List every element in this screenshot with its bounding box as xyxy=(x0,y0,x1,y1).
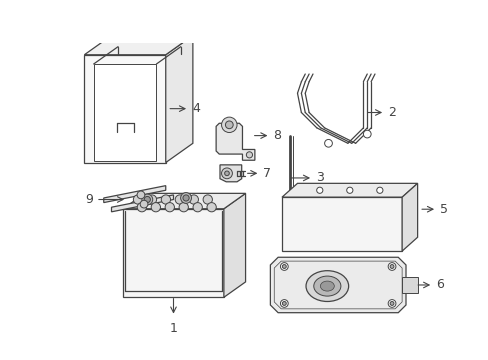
Circle shape xyxy=(387,263,395,270)
Circle shape xyxy=(140,200,148,208)
Circle shape xyxy=(147,195,156,204)
Polygon shape xyxy=(111,195,173,212)
Circle shape xyxy=(183,195,189,201)
Circle shape xyxy=(389,302,393,305)
Polygon shape xyxy=(270,257,405,313)
Circle shape xyxy=(137,203,146,212)
Circle shape xyxy=(363,130,370,138)
Circle shape xyxy=(282,265,285,269)
Polygon shape xyxy=(84,55,165,163)
Text: 7: 7 xyxy=(263,167,271,180)
Text: 5: 5 xyxy=(439,203,447,216)
Polygon shape xyxy=(282,197,401,251)
Text: 6: 6 xyxy=(435,279,443,292)
Text: 3: 3 xyxy=(315,171,324,184)
Text: 4: 4 xyxy=(192,102,200,115)
Polygon shape xyxy=(401,277,417,293)
Text: 8: 8 xyxy=(273,129,281,142)
Circle shape xyxy=(206,203,216,212)
Circle shape xyxy=(189,195,198,204)
Polygon shape xyxy=(220,165,241,182)
Text: 2: 2 xyxy=(387,106,395,119)
Circle shape xyxy=(193,203,202,212)
Circle shape xyxy=(179,203,188,212)
Circle shape xyxy=(387,300,395,307)
Polygon shape xyxy=(224,193,245,297)
Ellipse shape xyxy=(313,276,340,296)
Polygon shape xyxy=(282,183,417,197)
Polygon shape xyxy=(401,183,417,251)
Circle shape xyxy=(280,300,287,307)
Circle shape xyxy=(246,152,252,158)
Circle shape xyxy=(133,195,142,204)
Circle shape xyxy=(224,171,229,176)
Circle shape xyxy=(151,203,160,212)
Ellipse shape xyxy=(305,271,348,301)
Circle shape xyxy=(144,197,150,203)
Circle shape xyxy=(389,265,393,269)
Circle shape xyxy=(346,187,352,193)
Polygon shape xyxy=(84,36,192,55)
Circle shape xyxy=(175,195,184,204)
Text: 1: 1 xyxy=(169,322,177,335)
Polygon shape xyxy=(94,64,156,161)
Circle shape xyxy=(280,263,287,270)
Circle shape xyxy=(282,302,285,305)
Circle shape xyxy=(180,193,191,203)
Circle shape xyxy=(324,139,332,147)
Circle shape xyxy=(221,168,232,179)
Polygon shape xyxy=(103,186,165,203)
Circle shape xyxy=(161,195,170,204)
Circle shape xyxy=(165,203,174,212)
Circle shape xyxy=(142,194,152,205)
Circle shape xyxy=(137,191,144,199)
Circle shape xyxy=(225,121,233,129)
Text: 9: 9 xyxy=(85,193,93,206)
Polygon shape xyxy=(165,36,192,163)
Polygon shape xyxy=(123,209,224,297)
Polygon shape xyxy=(216,123,254,160)
Circle shape xyxy=(376,187,382,193)
Ellipse shape xyxy=(320,281,334,291)
Circle shape xyxy=(203,195,212,204)
Circle shape xyxy=(221,117,237,132)
Polygon shape xyxy=(123,193,245,209)
Circle shape xyxy=(316,187,322,193)
